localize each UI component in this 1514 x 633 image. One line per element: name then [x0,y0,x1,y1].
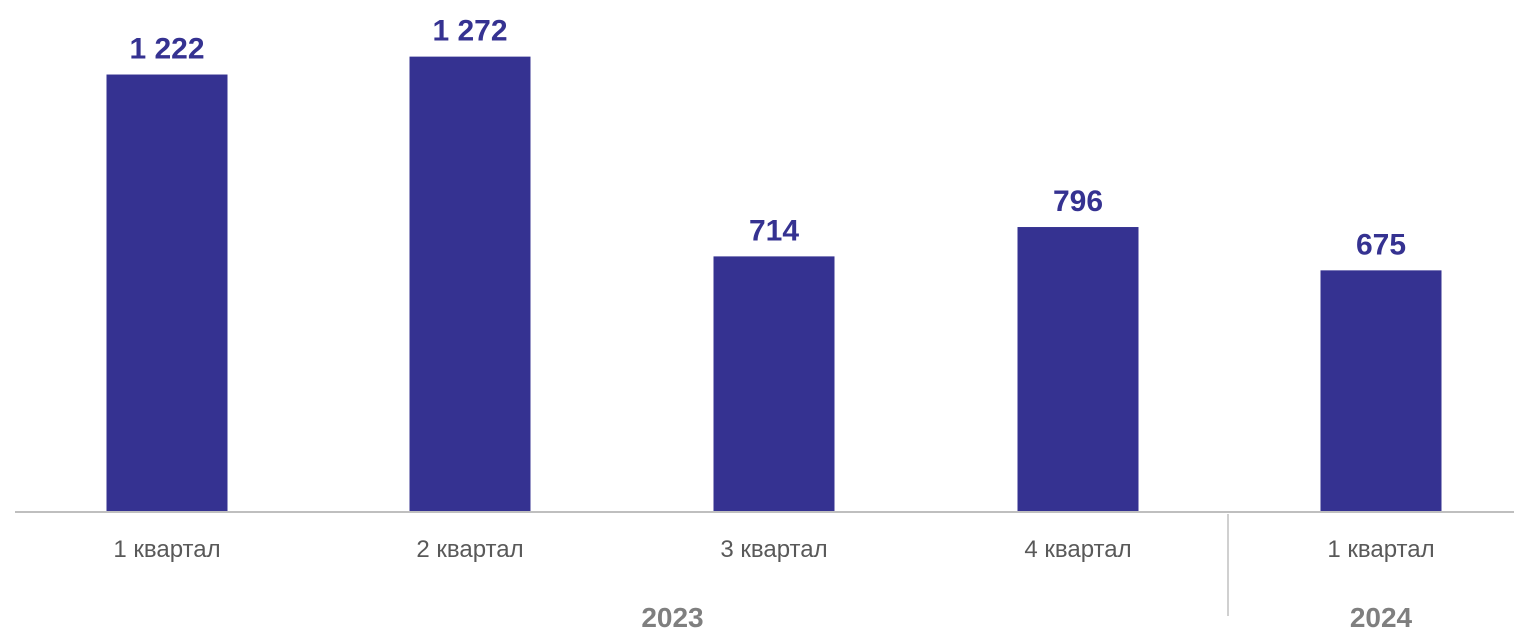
category-label-1: 1 квартал [113,536,220,563]
value-label-1: 1 222 [129,33,204,66]
category-label-2: 2 квартал [416,536,523,563]
bar-4 [1017,227,1139,513]
category-label-3: 3 квартал [720,536,827,563]
value-label-4: 796 [1053,185,1103,218]
year-label-2023: 2023 [641,602,703,633]
bar-2 [409,56,531,513]
bars-layer [106,56,1442,513]
value-label-2: 1 272 [432,15,507,48]
bar-1 [106,74,228,513]
category-label-5: 1 квартал [1327,536,1434,563]
bar-5 [1320,270,1442,512]
year-label-2024: 2024 [1350,602,1413,633]
value-labels-layer: 1 222 1 272 714 796 675 [129,15,1406,262]
category-label-4: 4 квартал [1024,536,1131,563]
bar-3 [713,256,835,512]
year-labels-layer: 2023 2024 [641,602,1412,633]
category-labels-layer: 1 квартал 2 квартал 3 квартал 4 квартал 1 кв… [113,536,1434,563]
value-label-5: 675 [1356,228,1406,261]
value-label-3: 714 [749,214,799,247]
